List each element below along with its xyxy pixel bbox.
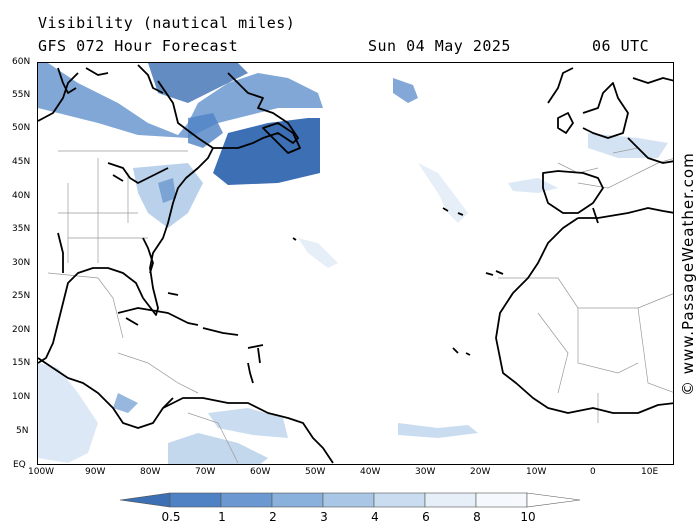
colorbar-segment (169, 492, 222, 508)
colorbar-label: 2 (269, 510, 277, 524)
colorbar-segment (526, 492, 581, 508)
colorbar-segment (119, 492, 171, 508)
map-title: Visibility (nautical miles) (38, 14, 296, 32)
lat-label: 35N (12, 224, 31, 234)
forecast-date: Sun 04 May 2025 (368, 37, 511, 55)
lon-label: 10E (641, 467, 659, 477)
lon-label: 10W (526, 467, 547, 477)
forecast-time: 06 UTC (592, 37, 650, 55)
lat-label: 20N (12, 325, 31, 335)
lon-label: 80W (140, 467, 161, 477)
lat-label: 25N (12, 291, 31, 301)
lon-label: 60W (250, 467, 271, 477)
country-borders (47, 147, 673, 464)
colorbar-label: 10 (520, 510, 536, 524)
colorbar-segment (475, 492, 528, 508)
lon-label: 20W (470, 467, 491, 477)
visibility-shading (38, 63, 668, 464)
colorbar-segment (424, 492, 477, 508)
colorbar-label: 1 (218, 510, 226, 524)
lat-label: EQ (13, 460, 26, 470)
colorbar-graphic (119, 492, 581, 508)
lat-label: 30N (12, 258, 31, 268)
coastlines (38, 64, 673, 464)
colorbar-label: 0.5 (161, 510, 181, 524)
lat-label: 15N (12, 358, 31, 368)
colorbar-label: 6 (422, 510, 430, 524)
colorbar-segment (373, 492, 426, 508)
lon-label: 30W (415, 467, 436, 477)
copyright-text: © www.PassageWeather.com (679, 152, 697, 396)
lon-label: 0 (590, 467, 596, 477)
lon-label: 90W (85, 467, 106, 477)
colorbar-label: 8 (473, 510, 481, 524)
colorbar-segment (220, 492, 273, 508)
lon-label: 70W (195, 467, 216, 477)
map-canvas (38, 63, 673, 464)
lon-label: 100W (28, 467, 55, 477)
lon-label: 50W (305, 467, 326, 477)
lat-label: 50N (12, 123, 31, 133)
lat-label: 45N (12, 157, 31, 167)
lat-label: 5N (16, 426, 29, 436)
visibility-map (37, 62, 674, 465)
colorbar-label: 4 (371, 510, 379, 524)
lon-label: 40W (360, 467, 381, 477)
colorbar-segment (271, 492, 324, 508)
lat-label: 60N (12, 57, 31, 67)
lat-label: 55N (12, 90, 31, 100)
colorbar-label: 3 (320, 510, 328, 524)
colorbar-segment (322, 492, 375, 508)
lat-label: 40N (12, 191, 31, 201)
lat-label: 10N (12, 392, 31, 402)
forecast-label: GFS 072 Hour Forecast (38, 37, 239, 55)
